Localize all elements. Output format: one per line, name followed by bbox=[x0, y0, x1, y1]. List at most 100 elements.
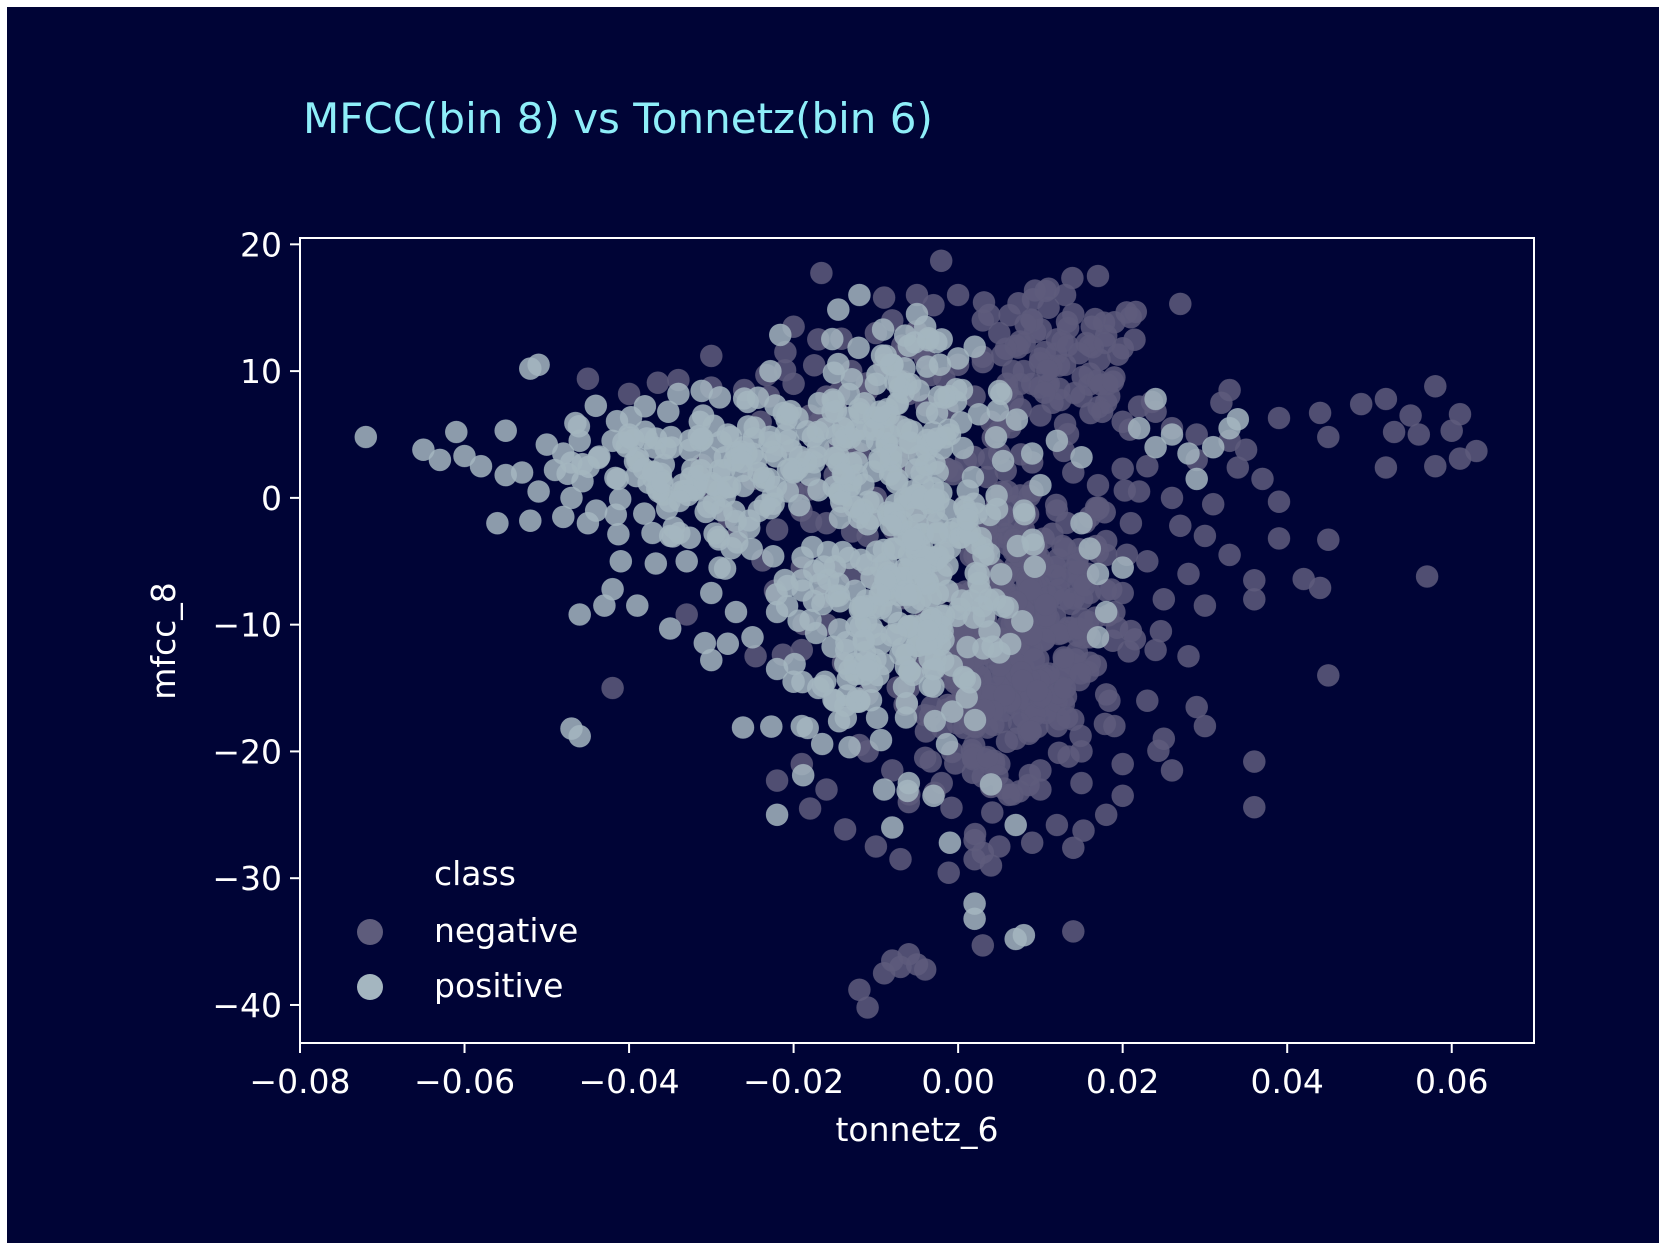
point-negative bbox=[1267, 406, 1291, 430]
point-negative bbox=[1177, 644, 1200, 668]
point-negative bbox=[1349, 392, 1373, 416]
point-negative bbox=[1070, 771, 1093, 795]
point-negative bbox=[1062, 836, 1085, 860]
point-positive bbox=[916, 618, 940, 642]
point-negative bbox=[815, 778, 838, 801]
point-positive bbox=[716, 632, 740, 656]
point-positive bbox=[609, 549, 633, 573]
point-positive bbox=[775, 594, 799, 618]
point-negative bbox=[1267, 490, 1291, 514]
point-negative bbox=[765, 518, 789, 541]
point-positive bbox=[494, 463, 518, 487]
point-negative bbox=[1066, 552, 1089, 576]
point-negative bbox=[1057, 745, 1080, 768]
point-positive bbox=[810, 732, 834, 756]
point-negative bbox=[1055, 310, 1079, 334]
y-tick-label: 20 bbox=[240, 225, 282, 264]
point-negative bbox=[1448, 447, 1472, 470]
point-positive bbox=[996, 596, 1019, 619]
y-axis-label: mfcc_8 bbox=[144, 582, 183, 700]
point-positive bbox=[901, 527, 924, 551]
plot-frame bbox=[299, 237, 1535, 1044]
point-negative bbox=[913, 958, 937, 981]
point-negative bbox=[1007, 291, 1030, 315]
point-negative bbox=[1317, 528, 1340, 552]
point-positive bbox=[894, 643, 918, 667]
point-negative bbox=[1019, 720, 1043, 743]
point-positive bbox=[880, 816, 904, 839]
point-positive bbox=[1144, 435, 1167, 459]
point-negative bbox=[1119, 511, 1143, 535]
point-positive bbox=[991, 449, 1015, 473]
point-negative bbox=[1101, 370, 1125, 393]
point-negative bbox=[940, 796, 963, 820]
point-negative bbox=[1026, 679, 1049, 703]
point-positive bbox=[687, 424, 711, 448]
point-positive bbox=[593, 594, 616, 617]
point-negative bbox=[1062, 920, 1085, 943]
point-positive bbox=[1004, 927, 1028, 951]
point-positive bbox=[716, 475, 740, 499]
y-axis-ticks: 20 10 0 −10 −20 −30 −40 bbox=[212, 225, 300, 1025]
point-positive bbox=[1160, 423, 1184, 446]
point-negative bbox=[1044, 493, 1068, 517]
point-positive bbox=[617, 426, 641, 449]
point-positive bbox=[354, 425, 378, 449]
point-positive bbox=[813, 670, 837, 694]
point-negative bbox=[1136, 689, 1159, 713]
point-negative bbox=[1243, 587, 1266, 611]
point-positive bbox=[659, 425, 683, 449]
point-positive bbox=[1004, 813, 1028, 837]
point-positive bbox=[940, 700, 964, 723]
point-negative bbox=[1034, 593, 1058, 617]
point-negative bbox=[1144, 638, 1167, 662]
point-negative bbox=[1136, 454, 1159, 478]
point-negative bbox=[1160, 486, 1184, 510]
point-positive bbox=[795, 419, 819, 443]
point-negative bbox=[880, 759, 904, 782]
point-negative bbox=[990, 343, 1014, 367]
point-positive bbox=[848, 595, 872, 619]
point-positive bbox=[675, 549, 699, 573]
point-positive bbox=[1094, 600, 1118, 624]
point-positive bbox=[1185, 467, 1208, 491]
point-positive bbox=[1070, 511, 1093, 535]
point-negative bbox=[1086, 264, 1110, 288]
point-negative bbox=[1407, 423, 1431, 446]
point-negative bbox=[1374, 456, 1398, 479]
point-positive bbox=[883, 370, 907, 393]
point-positive bbox=[791, 670, 814, 694]
point-negative bbox=[1084, 496, 1108, 520]
x-tick-label: 0.06 bbox=[1415, 1062, 1488, 1101]
point-positive bbox=[879, 600, 903, 624]
point-negative bbox=[1045, 813, 1069, 837]
point-positive bbox=[1201, 435, 1225, 459]
point-positive bbox=[868, 400, 892, 423]
point-negative bbox=[1160, 759, 1184, 782]
point-positive bbox=[937, 418, 960, 442]
x-tick-label: −0.08 bbox=[249, 1062, 350, 1101]
y-tick-label: 0 bbox=[261, 479, 282, 518]
point-negative bbox=[980, 801, 1004, 824]
point-negative bbox=[1193, 524, 1217, 548]
point-positive bbox=[833, 652, 857, 676]
point-positive bbox=[829, 490, 853, 514]
point-negative bbox=[872, 286, 896, 309]
point-positive bbox=[967, 402, 991, 426]
point-negative bbox=[1072, 819, 1095, 842]
x-tick-label: 0.00 bbox=[921, 1062, 994, 1101]
point-positive bbox=[768, 323, 792, 347]
series-negative bbox=[576, 249, 1488, 1019]
point-positive bbox=[667, 521, 691, 545]
point-negative bbox=[1056, 334, 1079, 358]
y-tick-label: 10 bbox=[240, 352, 282, 391]
point-positive bbox=[838, 735, 861, 759]
point-positive bbox=[835, 630, 858, 654]
point-positive bbox=[759, 359, 782, 383]
point-negative bbox=[1415, 565, 1439, 588]
point-positive bbox=[587, 445, 611, 468]
point-negative bbox=[744, 644, 767, 668]
y-tick-label: −30 bbox=[212, 859, 282, 898]
point-negative bbox=[856, 996, 879, 1019]
x-tick-label: −0.04 bbox=[578, 1062, 679, 1101]
